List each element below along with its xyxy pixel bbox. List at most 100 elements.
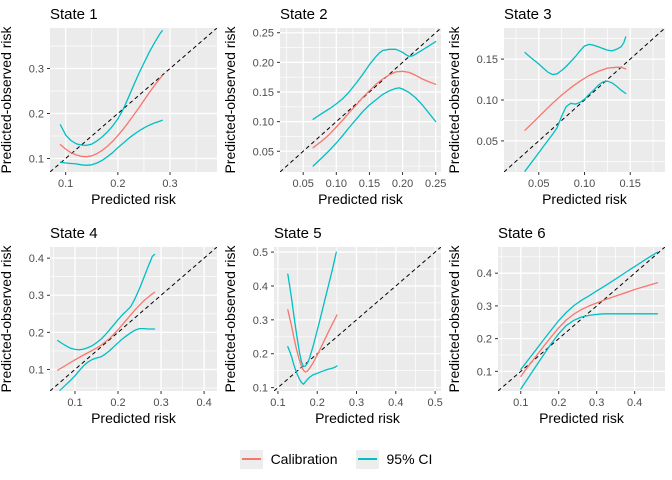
y-tick-label: 0.05 <box>477 136 498 148</box>
facet-chart-2: State 2 Predicted-observed risk 0.05 0.10 0.… <box>224 6 446 207</box>
x-tick-label: 0.3 <box>589 397 604 409</box>
x-tick-label: 0.3 <box>153 397 168 409</box>
ci-lower-line <box>59 327 156 391</box>
ci-lower-line <box>520 313 659 390</box>
ci-lower-line <box>287 345 338 385</box>
plot-lines <box>504 28 665 172</box>
y-tick-label: 0.2 <box>29 109 44 121</box>
x-tick-label: 0.10 <box>574 178 595 190</box>
x-tick-label: 0.1 <box>513 397 528 409</box>
y-tick-label: 0.3 <box>29 290 44 302</box>
y-tick-label: 0.1 <box>29 364 44 376</box>
facet-state-1: State 1 Predicted-observed risk 0.1 0.2 0.3 0… <box>0 0 224 219</box>
ci-lower-line <box>312 87 437 167</box>
calibration-line <box>524 66 627 131</box>
x-tick-label: 0.05 <box>528 178 549 190</box>
y-tick-label: 0.1 <box>477 366 492 378</box>
legend-key-calibration <box>239 449 263 469</box>
x-tick-label: 0.20 <box>392 178 413 190</box>
facet-chart-6: State 6 Predicted-observed risk 0.1 0.2 0.3 0… <box>448 225 665 426</box>
facet-state-4: State 4 Predicted-observed risk 0.1 0.2 0.3 0… <box>0 219 224 438</box>
x-axis-title: Predicted risk <box>542 191 628 207</box>
legend-key-ci <box>355 449 379 469</box>
y-tick-label: 0.2 <box>29 327 44 339</box>
y-tick-label: 0.1 <box>253 383 268 395</box>
y-tick-label: 0.15 <box>477 54 498 66</box>
y-tick-label: 0.1 <box>29 154 44 166</box>
facet-title: State 2 <box>280 6 328 23</box>
calibration-line <box>520 282 659 377</box>
facet-chart-1: State 1 Predicted-observed risk 0.1 0.2 0.3 0… <box>0 6 217 207</box>
y-axis-title: Predicted-observed risk <box>224 25 238 173</box>
y-tick-label: 0.4 <box>477 268 492 280</box>
x-tick-label: 0.2 <box>551 397 566 409</box>
facet-title: State 6 <box>498 225 546 242</box>
y-tick-label: 0.25 <box>253 28 274 40</box>
y-axis-title: Predicted-observed risk <box>224 244 238 392</box>
ci-line-swatch <box>357 458 377 460</box>
facet-state-2: State 2 Predicted-observed risk 0.05 0.10 0.… <box>224 0 448 219</box>
x-axis-title: Predicted risk <box>91 410 177 426</box>
ci-upper-line <box>59 30 163 147</box>
y-tick-label: 0.3 <box>29 64 44 76</box>
y-tick-label: 0.2 <box>253 349 268 361</box>
legend-item-ci: 95% CI <box>355 449 433 469</box>
x-tick-label: 0.1 <box>58 178 73 190</box>
ci-upper-line <box>57 253 156 351</box>
x-tick-label: 0.4 <box>388 397 403 409</box>
identity-reference-line <box>504 28 665 172</box>
x-tick-label: 0.2 <box>110 397 125 409</box>
y-tick-label: 0.4 <box>29 253 44 265</box>
x-tick-label: 0.05 <box>292 178 313 190</box>
plot-lines <box>50 247 217 391</box>
calibration-line <box>59 75 163 158</box>
y-axis-title: Predicted-observed risk <box>0 25 14 173</box>
x-axis-title: Predicted risk <box>91 191 177 207</box>
panel-background <box>274 247 441 391</box>
x-tick-label: 0.15 <box>359 178 380 190</box>
x-tick-label: 0.1 <box>67 397 82 409</box>
plot-lines <box>274 247 441 391</box>
x-tick-label: 0.1 <box>270 397 285 409</box>
facet-title: State 1 <box>50 6 98 23</box>
x-tick-label: 0.25 <box>425 178 446 190</box>
y-tick-label: 0.5 <box>253 247 268 259</box>
x-axis-title: Predicted risk <box>539 410 625 426</box>
x-tick-label: 0.5 <box>427 397 442 409</box>
x-tick-label: 0.3 <box>162 178 177 190</box>
plot-lines <box>50 28 217 172</box>
y-axis-title: Predicted-observed risk <box>448 244 462 392</box>
x-axis-title: Predicted risk <box>315 410 401 426</box>
y-tick-label: 0.20 <box>253 57 274 69</box>
x-tick-label: 0.2 <box>310 397 325 409</box>
plot-lines <box>498 247 665 391</box>
x-tick-label: 0.3 <box>349 397 364 409</box>
calibration-line <box>57 291 156 371</box>
y-axis-title: Predicted-observed risk <box>0 244 14 392</box>
facet-title: State 5 <box>274 225 322 242</box>
facet-chart-4: State 4 Predicted-observed risk 0.1 0.2 0.3 0… <box>0 225 217 426</box>
plot-lines <box>280 28 441 172</box>
y-tick-label: 0.10 <box>253 117 274 129</box>
identity-reference-line <box>498 247 665 391</box>
y-axis-title: Predicted-observed risk <box>448 25 462 173</box>
panel-background <box>498 247 665 391</box>
calibration-line <box>312 70 437 149</box>
facet-state-3: State 3 Predicted-observed risk 0.05 0.10 0.… <box>448 0 672 219</box>
legend-label-ci: 95% CI <box>386 451 433 467</box>
y-tick-label: 0.05 <box>253 146 274 158</box>
y-tick-label: 0.10 <box>477 95 498 107</box>
identity-reference-line <box>50 28 217 172</box>
ci-upper-line <box>524 36 627 76</box>
facet-chart-5: State 5 Predicted-observed risk 0.1 0.2 0.3 0… <box>224 225 443 426</box>
y-tick-label: 0.3 <box>253 315 268 327</box>
facet-chart-3: State 3 Predicted-observed risk 0.05 0.10 0.… <box>448 6 665 207</box>
x-tick-label: 0.10 <box>326 178 347 190</box>
ci-lower-line <box>524 80 627 172</box>
legend-label-calibration: Calibration <box>270 451 338 467</box>
calibration-line <box>287 309 338 373</box>
facet-state-6: State 6 Predicted-observed risk 0.1 0.2 0.3 0… <box>448 219 672 438</box>
y-tick-label: 0.3 <box>477 301 492 313</box>
ci-upper-line <box>312 40 437 120</box>
